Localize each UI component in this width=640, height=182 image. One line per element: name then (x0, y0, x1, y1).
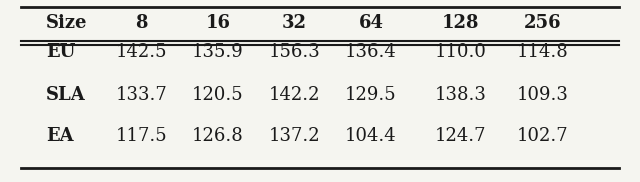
Text: 109.3: 109.3 (517, 86, 569, 104)
Text: 126.8: 126.8 (192, 127, 244, 145)
Text: SLA: SLA (46, 86, 86, 104)
Text: 156.3: 156.3 (269, 43, 321, 61)
Text: 142.5: 142.5 (116, 43, 167, 61)
Text: 138.3: 138.3 (435, 86, 486, 104)
Text: 133.7: 133.7 (116, 86, 168, 104)
Text: 137.2: 137.2 (269, 127, 321, 145)
Text: 114.8: 114.8 (517, 43, 569, 61)
Text: 142.2: 142.2 (269, 86, 320, 104)
Text: 124.7: 124.7 (435, 127, 486, 145)
Text: EA: EA (46, 127, 74, 145)
Text: 32: 32 (282, 14, 307, 32)
Text: 110.0: 110.0 (435, 43, 486, 61)
Text: 128: 128 (442, 14, 479, 32)
Text: 102.7: 102.7 (517, 127, 569, 145)
Text: 256: 256 (524, 14, 562, 32)
Text: 135.9: 135.9 (192, 43, 244, 61)
Text: 104.4: 104.4 (345, 127, 397, 145)
Text: 16: 16 (205, 14, 230, 32)
Text: 136.4: 136.4 (345, 43, 397, 61)
Text: EU: EU (46, 43, 76, 61)
Text: 117.5: 117.5 (116, 127, 168, 145)
Text: Size: Size (46, 14, 88, 32)
Text: 129.5: 129.5 (345, 86, 397, 104)
Text: 64: 64 (358, 14, 383, 32)
Text: 120.5: 120.5 (192, 86, 244, 104)
Text: 8: 8 (135, 14, 148, 32)
